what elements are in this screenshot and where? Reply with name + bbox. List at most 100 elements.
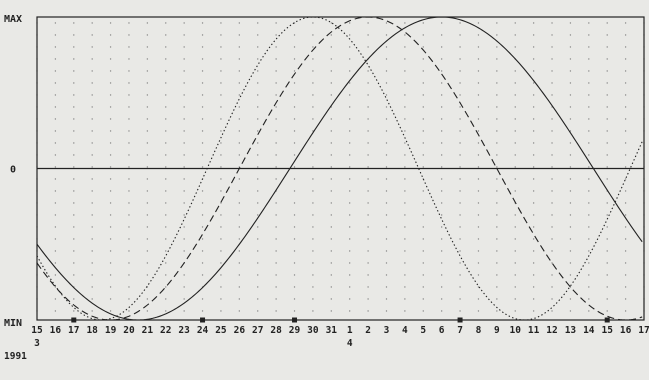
grid-dot	[220, 82, 222, 84]
grid-dot	[459, 82, 461, 84]
grid-dot	[348, 274, 351, 276]
grid-dot	[330, 70, 333, 72]
grid-dot	[238, 190, 241, 192]
x-marker	[457, 317, 463, 323]
grid-dot	[624, 274, 627, 276]
grid-dot	[551, 34, 553, 36]
grid-dot	[440, 118, 443, 120]
grid-dot	[569, 58, 572, 60]
grid-dot	[257, 70, 259, 72]
grid-dot	[201, 70, 204, 72]
grid-dot	[275, 94, 277, 96]
grid-dot	[477, 142, 480, 144]
grid-dot	[440, 310, 443, 312]
grid-dot	[588, 34, 590, 36]
x-tick-label: 28	[270, 325, 282, 336]
grid-dot	[569, 70, 572, 72]
grid-dot	[569, 202, 572, 204]
grid-dot	[459, 310, 461, 312]
grid-dot	[348, 298, 351, 300]
grid-dot	[146, 46, 149, 48]
grid-dot	[532, 298, 535, 300]
grid-dot	[422, 274, 424, 276]
grid-dot	[569, 250, 572, 252]
grid-dot	[109, 202, 112, 204]
grid-dot	[404, 22, 406, 24]
grid-dot	[54, 58, 57, 60]
grid-dot	[367, 130, 369, 132]
grid-dot	[183, 34, 185, 36]
grid-dot	[109, 310, 112, 312]
grid-dot	[73, 130, 75, 132]
grid-dot	[606, 70, 608, 72]
grid-dot	[532, 142, 535, 144]
grid-dot	[551, 118, 553, 120]
grid-dot	[514, 106, 516, 108]
grid-dot	[532, 130, 535, 132]
grid-dot	[146, 190, 149, 192]
grid-dot	[257, 130, 259, 132]
grid-dot	[109, 190, 112, 192]
grid-dot	[183, 154, 185, 156]
grid-dot	[73, 118, 75, 120]
grid-dot	[109, 46, 112, 48]
grid-dot	[183, 202, 185, 204]
x-tick-label: 27	[252, 325, 263, 336]
grid-dot	[91, 190, 93, 192]
grid-dot	[128, 94, 130, 96]
grid-dot	[348, 250, 351, 252]
grid-dot	[165, 310, 167, 312]
grid-dot	[146, 58, 149, 60]
x-tick-label: 25	[215, 325, 227, 336]
grid-dot	[330, 82, 333, 84]
grid-dot	[459, 70, 461, 72]
grid-dot	[348, 94, 351, 96]
grid-dot	[367, 22, 369, 24]
grid-dot	[165, 286, 167, 288]
grid-dot	[128, 238, 130, 240]
grid-dot	[367, 262, 369, 264]
grid-dot	[348, 286, 351, 288]
grid-dot	[606, 58, 608, 60]
grid-dot	[569, 106, 572, 108]
grid-dot	[293, 274, 296, 276]
grid-dot	[183, 142, 185, 144]
grid-dot	[404, 58, 406, 60]
grid-dot	[385, 298, 388, 300]
grid-dot	[220, 298, 222, 300]
grid-dot	[569, 82, 572, 84]
x-tick-label: 22	[160, 325, 171, 336]
x-tick-label: 11	[528, 325, 540, 336]
grid-dot	[404, 250, 406, 252]
grid-dot	[588, 130, 590, 132]
grid-dot	[183, 22, 185, 24]
grid-dot	[477, 118, 480, 120]
grid-dot	[238, 22, 241, 24]
grid-dot	[624, 238, 627, 240]
grid-dot	[275, 46, 277, 48]
grid-dot	[312, 106, 314, 108]
grid-dot	[165, 46, 167, 48]
grid-dot	[257, 106, 259, 108]
grid-dot	[220, 262, 222, 264]
grid-dot	[588, 142, 590, 144]
x-tick-label: 17	[638, 325, 649, 336]
grid-dot	[257, 238, 259, 240]
grid-dot	[440, 106, 443, 108]
grid-dot	[109, 238, 112, 240]
grid-dot	[312, 154, 314, 156]
grid-dot	[73, 190, 75, 192]
grid-dot	[312, 226, 314, 228]
grid-dot	[330, 202, 333, 204]
grid-dot	[91, 286, 93, 288]
grid-dot	[128, 214, 130, 216]
grid-dot	[404, 178, 406, 180]
grid-dot	[477, 226, 480, 228]
grid-dot	[238, 70, 241, 72]
grid-dot	[293, 46, 296, 48]
grid-dot	[422, 310, 424, 312]
grid-dot	[201, 202, 204, 204]
grid-dot	[348, 46, 351, 48]
grid-dot	[275, 130, 277, 132]
grid-dot	[220, 166, 222, 168]
